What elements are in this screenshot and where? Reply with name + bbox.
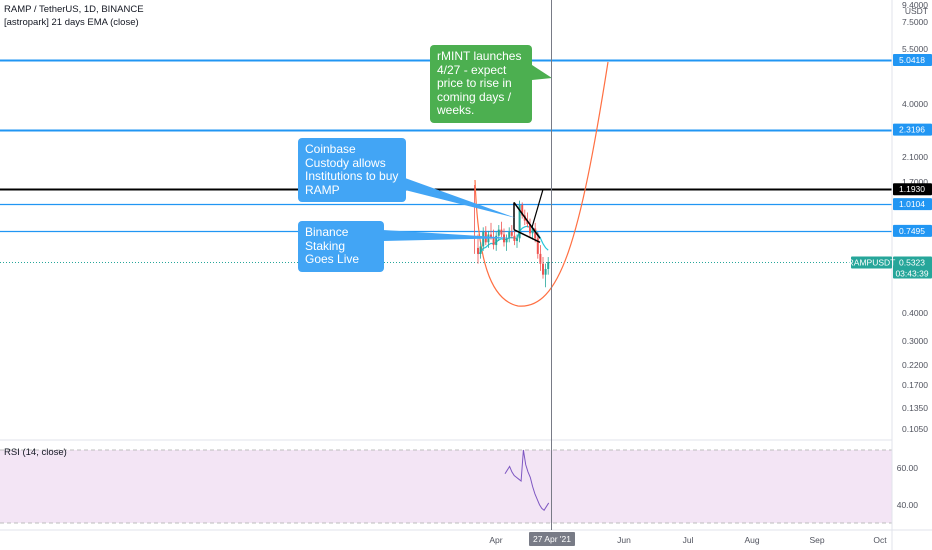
x-tick-label: Oct — [873, 535, 887, 545]
symbol-title[interactable]: RAMP / TetherUS, 1D, BINANCE — [4, 4, 144, 15]
ema-line — [477, 225, 549, 255]
rsi-tick-0: 60.00 — [897, 463, 919, 473]
candle-8 — [497, 225, 500, 241]
candle-27 — [547, 257, 550, 275]
rsi-line — [504, 449, 550, 511]
y-tick-label: 1.7000 — [902, 177, 928, 187]
last-price-tag — [893, 256, 932, 279]
y-tick-label: 0.1700 — [902, 380, 928, 390]
crosshair-date-tag — [529, 532, 575, 546]
y-tick-label: 9.4000 — [902, 0, 928, 10]
candle-15 — [516, 234, 518, 248]
y-tick-label: 2.1000 — [902, 152, 928, 162]
level-tag-text-1: 2.3196 — [899, 125, 925, 135]
indicator-title[interactable]: [astropark] 21 days EMA (close) — [4, 17, 139, 28]
y-tick-label: 0.2200 — [902, 360, 928, 370]
ema-polyline — [477, 225, 549, 255]
candle-24 — [539, 245, 542, 271]
candle-20 — [529, 218, 531, 238]
candle-2 — [482, 227, 485, 251]
candle-16 — [518, 200, 521, 243]
y-tick-label: 0.1050 — [902, 424, 928, 434]
candle-1 — [479, 242, 482, 259]
level-tag-4 — [893, 224, 932, 237]
symbol-tag — [851, 256, 892, 269]
breakout-arrow — [531, 189, 544, 228]
level-tag-3 — [893, 198, 932, 211]
level-tag-2 — [893, 183, 932, 196]
level-tag-text-4: 0.7495 — [899, 226, 925, 236]
crosshair-date: 27 Apr '21 — [533, 534, 571, 544]
candle-25 — [542, 257, 544, 279]
candle-6 — [492, 229, 495, 250]
callout-coinbase-pointer — [405, 178, 516, 218]
candle-9 — [500, 221, 503, 238]
level-tag-text-2: 1.1930 — [899, 184, 925, 194]
rsi-pane — [0, 449, 892, 524]
symbol-tag-text: RAMPUSDT — [848, 258, 896, 268]
wedge-lower — [513, 228, 541, 243]
callout-binance-pointer — [383, 230, 514, 241]
candle-3 — [484, 226, 487, 246]
x-tick-label: Sep — [809, 535, 824, 545]
callout-coinbase[interactable]: Coinbase Custody allows Institutions to … — [298, 138, 406, 202]
rsi-tick-1: 40.00 — [897, 500, 919, 510]
rsi-title[interactable]: RSI (14, close) — [4, 447, 67, 458]
candle-11 — [505, 234, 508, 251]
rsi-band — [0, 450, 892, 523]
candle-13 — [510, 225, 513, 239]
y-tick-label: 0.3000 — [902, 336, 928, 346]
last-price-countdown: 03:43:39 — [895, 269, 928, 279]
y-tick-label: 0.4000 — [902, 308, 928, 318]
y-tick-label: 5.5000 — [902, 44, 928, 54]
parabola-path — [474, 61, 609, 307]
x-tick-label: Aug — [744, 535, 759, 545]
candle-0 — [477, 234, 479, 264]
y-tick-label: 4.0000 — [902, 99, 928, 109]
y-unit-label: USDT — [905, 6, 928, 16]
candle-12 — [508, 227, 511, 243]
callout-binance[interactable]: Binance Staking Goes Live — [298, 221, 384, 272]
x-tick-label: Jun — [617, 535, 631, 545]
y-tick-label: 0.1350 — [902, 403, 928, 413]
price-axis[interactable]: 9.40007.50005.50004.00003.00002.10001.70… — [848, 0, 932, 550]
trendline-drawings[interactable] — [383, 65, 552, 243]
y-tick-label: 7.5000 — [902, 17, 928, 27]
level-tag-text-3: 1.0104 — [899, 199, 925, 209]
parabolic-curve[interactable] — [474, 61, 609, 307]
candle-17 — [521, 202, 524, 219]
candle-14 — [513, 230, 516, 246]
level-tag-text-0: 5.0418 — [899, 55, 925, 65]
candle-7 — [495, 232, 498, 251]
wedge-upper — [513, 201, 541, 239]
crosshair-vertical: 27 Apr '21 — [529, 0, 575, 546]
candle-26 — [544, 263, 547, 288]
level-tag-1 — [893, 123, 932, 136]
x-tick-label: Jul — [683, 535, 694, 545]
level-tag-0 — [893, 54, 932, 66]
horizontal-levels[interactable] — [0, 59, 892, 233]
time-axis[interactable]: Apr Jun Jul Aug Sep Oct — [0, 529, 932, 545]
callout-rmint[interactable]: rMINT launches 4/27 - expect price to ri… — [430, 45, 532, 123]
callout-rmint-pointer — [532, 65, 552, 80]
last-price-value: 0.5323 — [899, 258, 925, 268]
x-tick-label: Apr — [489, 535, 502, 545]
